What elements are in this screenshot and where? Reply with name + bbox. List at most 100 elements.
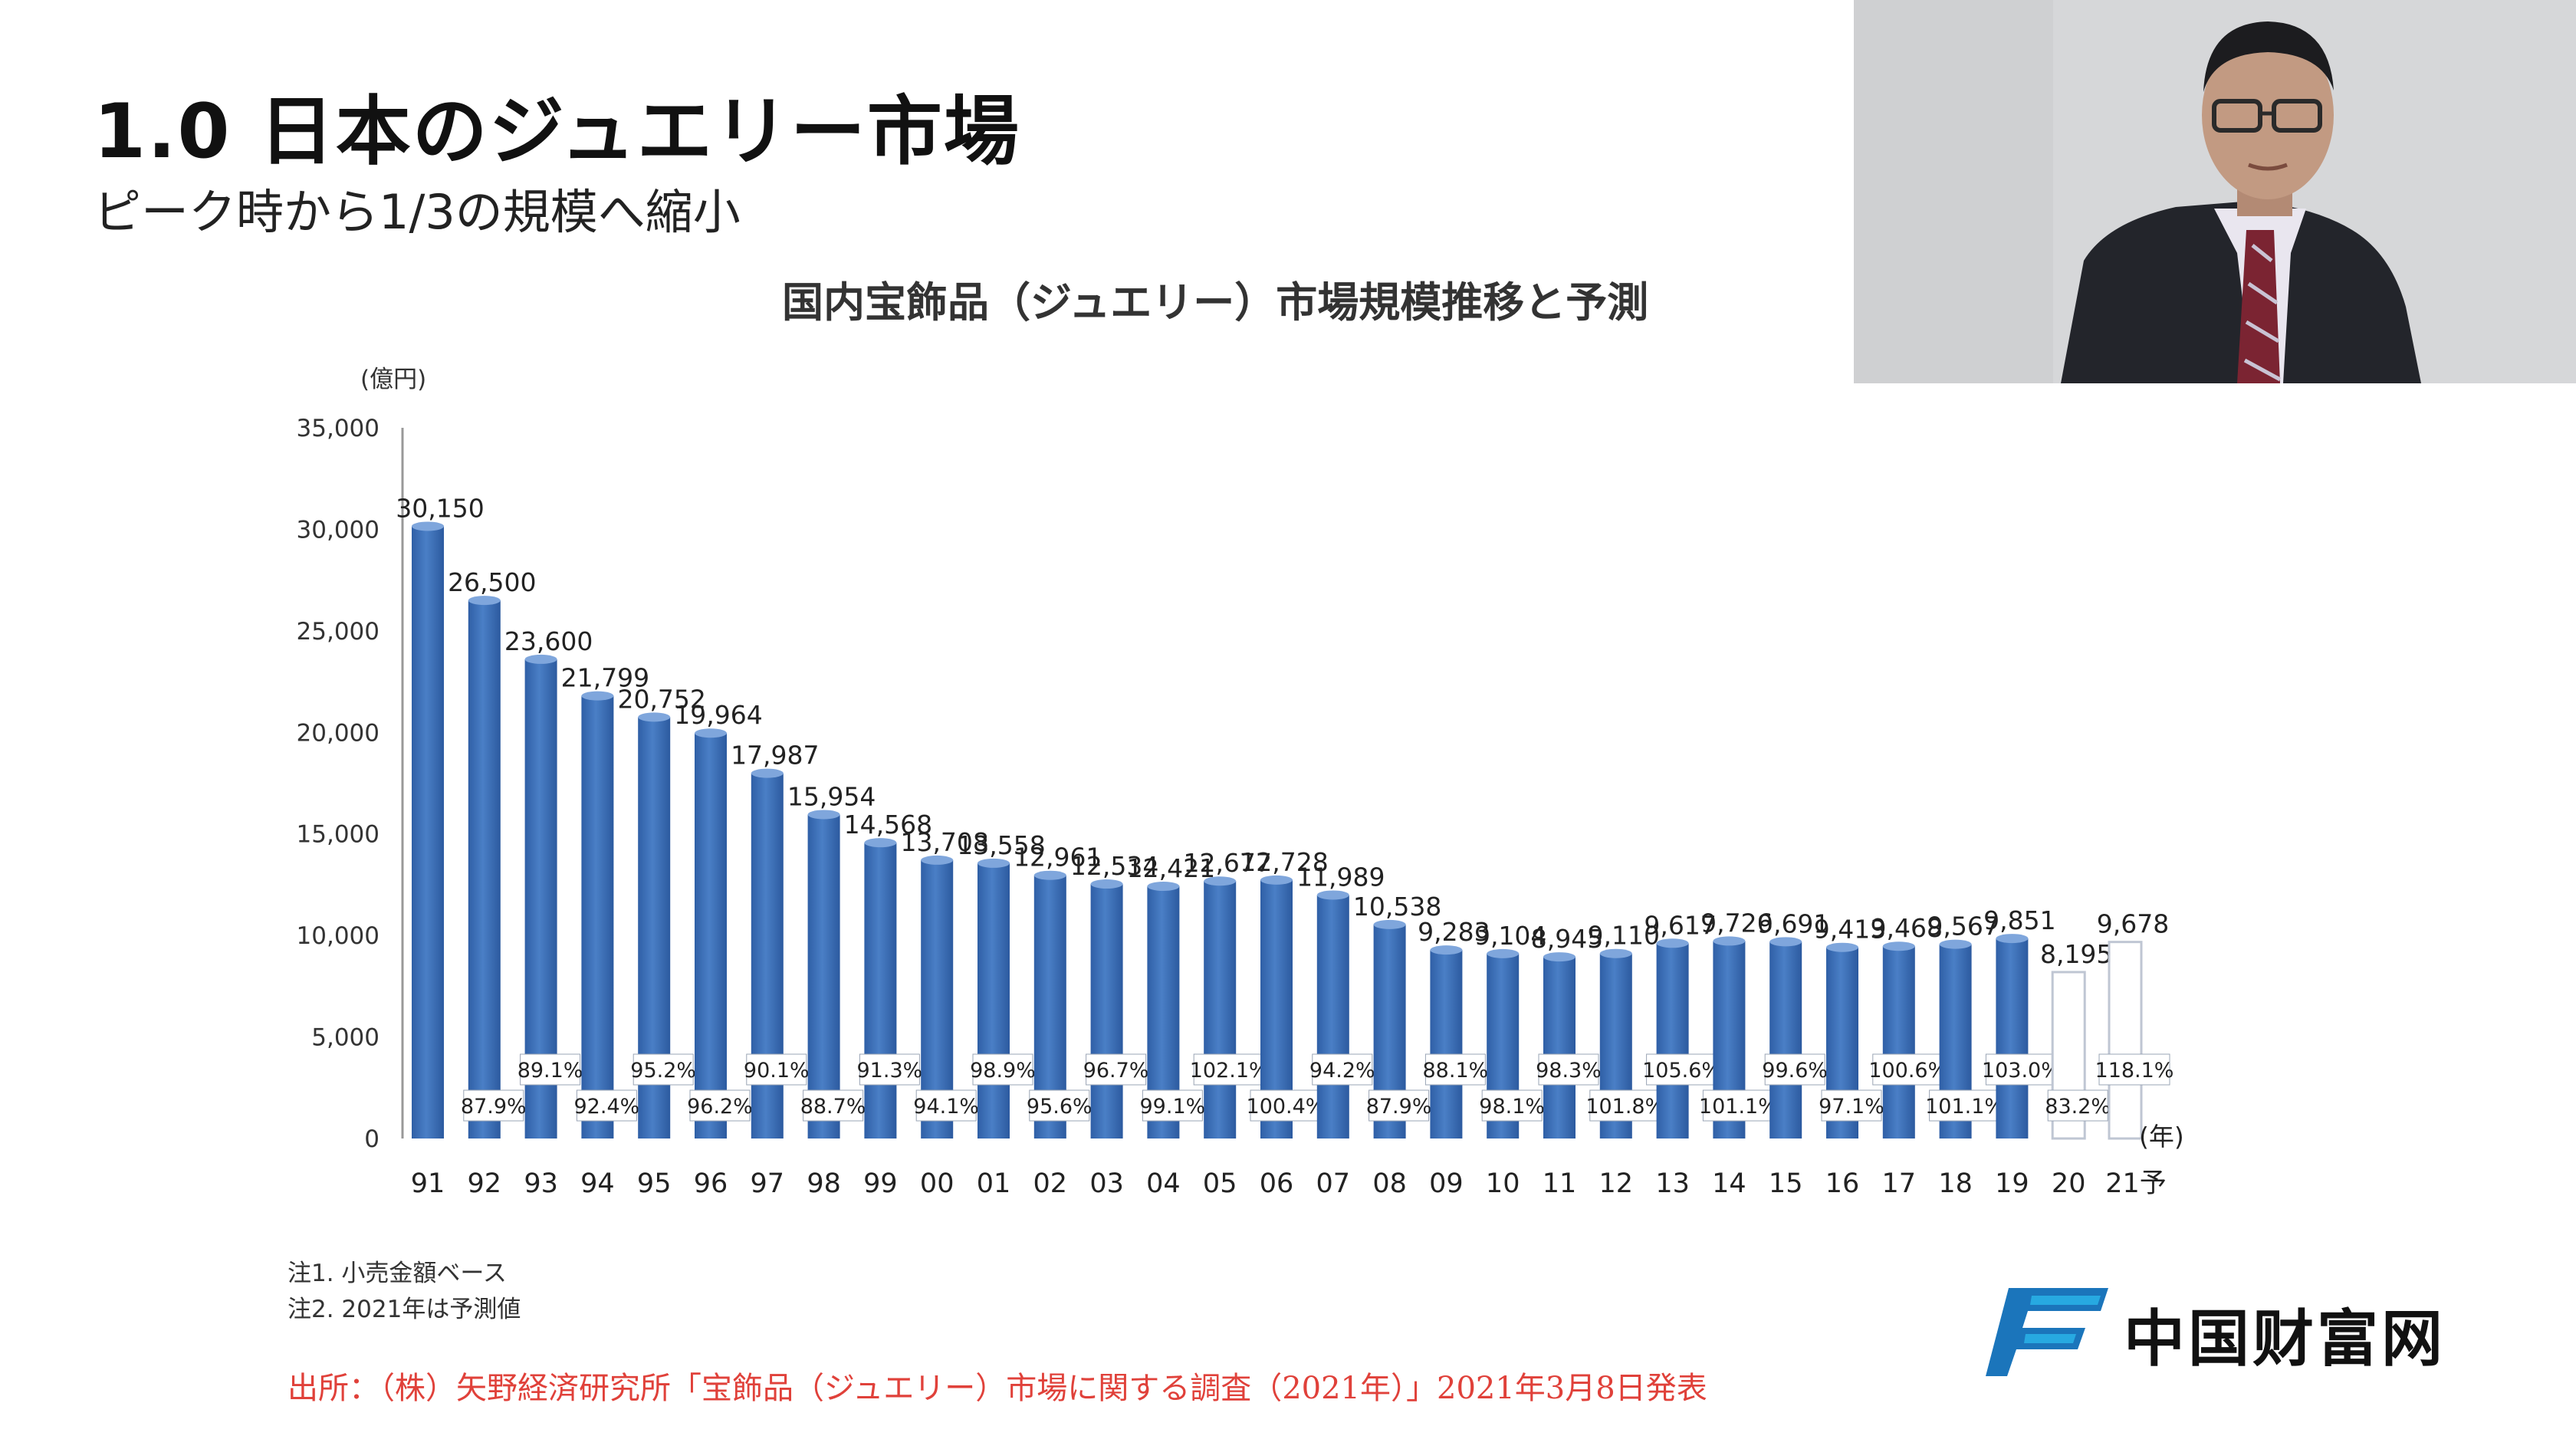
x-tick-label: 09 [1429,1168,1464,1199]
bar [1769,941,1802,1138]
y-tick-label: 35,000 [297,415,380,442]
x-tick-label: 15 [1769,1168,1803,1199]
value-label: 9,567 [1927,912,1999,941]
value-label: 9,104 [1474,921,1546,951]
value-label: 9,110 [1588,921,1660,951]
value-label: 9,678 [2097,909,2169,939]
bar-top-cap [1260,875,1293,885]
yoy-box [1424,1053,1486,1086]
yoy-box [1481,1089,1543,1122]
yoy-label: 102.1% [1190,1059,1269,1083]
value-label: 17,987 [731,741,819,770]
value-label: 26,500 [448,567,536,597]
y-tick-label: 20,000 [297,719,380,747]
yoy-label: 96.2% [687,1095,753,1119]
yoy-box [1538,1053,1599,1086]
yoy-label: 95.6% [1027,1095,1092,1119]
yoy-label: 83.2% [2045,1095,2111,1119]
y-tick-label: 0 [364,1125,380,1153]
bar-top-cap [1090,879,1123,889]
watermark-text: 中国财富网 [2124,1303,2446,1375]
bar-top-cap [864,838,897,848]
x-tick-label: 18 [1938,1168,1973,1199]
value-label: 12,534 [1070,851,1158,881]
bar-top-cap [468,596,501,606]
bar-top-cap [1430,945,1463,955]
yoy-label: 101.8% [1585,1095,1664,1119]
x-tick-label: 00 [920,1168,955,1199]
yoy-label: 96.7% [1083,1059,1149,1083]
yoy-label: 118.1% [2095,1059,2174,1083]
yoy-label: 88.1% [1423,1059,1489,1083]
yoy-box [1250,1089,1322,1122]
bar-top-cap [807,810,840,820]
x-tick-label: 04 [1146,1168,1181,1199]
bar-top-cap [1656,938,1689,948]
yoy-box [1985,1053,2057,1086]
value-label: 12,961 [1014,843,1102,872]
yoy-label: 100.4% [1247,1095,1326,1119]
yoy-label: 89.1% [518,1059,583,1083]
yoy-box [746,1053,807,1086]
value-label: 12,421 [1127,853,1215,883]
watermark-logo: 中国财富网 [1986,1273,2538,1380]
bar-top-cap [1769,937,1802,947]
x-tick-label: 03 [1089,1168,1124,1199]
bar-top-cap [1599,948,1632,958]
yoy-box [576,1089,637,1122]
value-label: 11,989 [1296,862,1385,892]
yoy-box [632,1053,694,1086]
value-label: 9,691 [1757,909,1829,938]
bar-top-cap [1316,890,1349,900]
x-tick-label: 97 [751,1168,785,1199]
bar-top-cap [638,712,671,722]
yoy-label: 90.1% [744,1059,810,1083]
chart-title: 国内宝飾品（ジュエリー）市場規模推移と予測 [782,278,1649,327]
yoy-box [1312,1053,1373,1086]
bar [1996,938,2029,1138]
yoy-label: 87.9% [461,1095,527,1119]
yoy-label: 91.3% [857,1059,923,1083]
yoy-box [1702,1089,1774,1122]
bar-top-cap [1033,870,1066,880]
value-label: 19,964 [674,700,762,730]
brand-f-icon [1986,1288,2108,1376]
yoy-label: 98.3% [1536,1059,1602,1083]
value-label: 9,413 [1814,915,1886,945]
bar-top-cap [978,858,1010,868]
bar [1204,881,1237,1138]
y-tick-label: 5,000 [311,1024,380,1052]
yoy-box [972,1053,1033,1086]
bar [1543,957,1576,1138]
yoy-box [1764,1053,1825,1086]
bar [412,526,444,1138]
bar [695,733,727,1138]
value-label: 9,617 [1644,910,1716,940]
value-label: 12,728 [1240,847,1328,877]
yoy-box [1821,1089,1882,1122]
value-label: 23,600 [504,626,593,656]
bar-top-cap [921,855,954,865]
yoy-box [1086,1053,1147,1086]
bar [807,814,840,1138]
value-label: 30,150 [396,493,484,523]
value-label: 13,708 [900,827,988,857]
x-tick-label: 93 [524,1168,558,1199]
yoy-box [1142,1089,1203,1122]
yoy-box [463,1089,524,1122]
x-axis-unit-label: (年) [2139,1122,2184,1152]
x-tick-label: 95 [637,1168,672,1199]
presenter-webcam [1854,0,2576,383]
x-tick-label: 16 [1825,1168,1860,1199]
value-label: 9,851 [1983,905,2055,935]
bar-top-cap [1713,936,1746,946]
value-label: 8,945 [1531,924,1603,954]
yoy-box [1646,1053,1718,1086]
x-tick-label: 98 [807,1168,841,1199]
bar-top-cap [1204,876,1237,886]
value-label: 12,677 [1183,848,1271,878]
x-tick-label: 19 [1995,1168,2029,1199]
bar-top-cap [1543,952,1576,962]
x-tick-label: 99 [863,1168,898,1199]
x-tick-label: 10 [1486,1168,1520,1199]
